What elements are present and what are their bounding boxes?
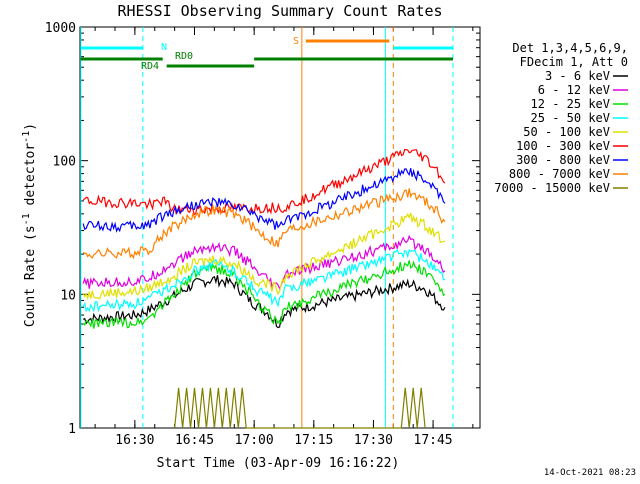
series-line-8 [174, 387, 426, 429]
x-tick-label: 17:30 [354, 433, 393, 448]
y-tick-label: 10 [60, 288, 76, 303]
legend-label: 6 - 12 keV [538, 83, 610, 97]
series-line-6 [82, 167, 446, 233]
legend: Det 1,3,4,5,6,9, FDecim 1, Att 0 3 - 6 k… [494, 41, 628, 195]
series-line-2 [82, 260, 446, 329]
x-tick-label: 17:00 [235, 433, 274, 448]
legend-label: 300 - 800 keV [516, 153, 610, 167]
y-tick-label: 1000 [45, 21, 76, 36]
legend-label: 7000 - 15000 keV [494, 181, 610, 195]
legend-label: 50 - 100 keV [523, 125, 610, 139]
legend-label: 800 - 7000 keV [509, 167, 610, 181]
legend-header-line-1: Det 1,3,4,5,6,9, [512, 41, 628, 55]
y-axis-label-suffix: ) [23, 123, 38, 131]
series-line-5 [82, 148, 446, 216]
x-tick-label: 16:45 [175, 433, 214, 448]
chart-title: RHESSI Observing Summary Count Rates [117, 2, 442, 20]
legend-label: 100 - 300 keV [516, 139, 610, 153]
series-line-4 [82, 212, 446, 301]
x-tick-label: 17:15 [294, 433, 333, 448]
y-axis-label-sup2: -1 [21, 131, 32, 143]
x-tick-label: 16:30 [115, 433, 154, 448]
series-line-0 [82, 275, 446, 329]
legend-label: 12 - 25 keV [531, 97, 610, 111]
y-axis-label-prefix: Count Rate (s [23, 225, 38, 327]
annotation-label: RD0 [175, 51, 193, 62]
y-tick-label: 1 [68, 422, 76, 437]
annotation-label: S [293, 36, 299, 47]
series-line-1 [82, 234, 446, 291]
x-tick-label: 17:45 [414, 433, 453, 448]
y-axis-label-mid: detector [23, 143, 38, 214]
annotation-label: N [161, 42, 167, 53]
series-line-3 [82, 248, 446, 313]
legend-header-line-2: FDecim 1, Att 0 [520, 55, 628, 69]
legend-label: 25 - 50 keV [531, 111, 610, 125]
plot-area: 1 10 100 1000 16:30 16:45 17:00 17:15 17:30 17:45… [45, 21, 481, 448]
legend-label: 3 - 6 keV [545, 69, 610, 83]
y-axis-label-sup1: -1 [21, 213, 32, 225]
series-line-7 [82, 188, 446, 260]
annotation-label: RD4 [141, 61, 159, 72]
x-axis-label: Start Time (03-Apr-09 16:16:22) [157, 456, 400, 471]
y-tick-label: 100 [53, 155, 76, 170]
timestamp: 14-Oct-2021 08:23 [544, 468, 636, 478]
y-axis-label: Count Rate (s-1 detector-1) [21, 123, 38, 327]
